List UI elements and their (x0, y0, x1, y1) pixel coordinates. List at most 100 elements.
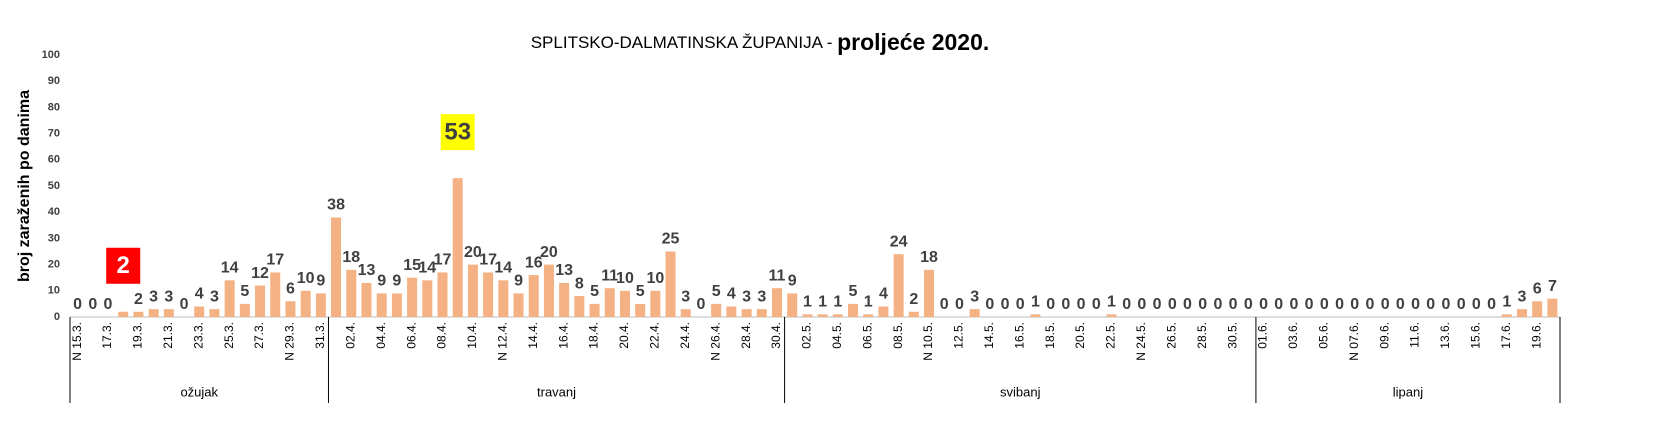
x-tick-label: 10.4. (465, 322, 479, 349)
bar (619, 290, 630, 317)
value-label: 1 (1107, 294, 1116, 311)
bar (361, 282, 372, 317)
value-label: 0 (1365, 296, 1374, 313)
bar (878, 306, 889, 317)
value-label: 13 (555, 262, 573, 279)
group-label: ožujak (180, 384, 218, 399)
value-label: 0 (1001, 296, 1010, 313)
value-label: 0 (1381, 296, 1390, 313)
bar (817, 314, 828, 317)
value-label: 6 (1533, 280, 1542, 297)
value-label: 0 (1350, 296, 1359, 313)
x-tick-label: 21.3. (161, 322, 175, 349)
value-label: 18 (920, 249, 938, 266)
bar (604, 288, 615, 317)
bar (802, 314, 813, 317)
bar (559, 282, 570, 317)
value-label: 9 (788, 273, 797, 290)
value-label: 38 (327, 197, 345, 214)
bar (680, 309, 691, 317)
x-tick-label: 19.6. (1529, 322, 1543, 349)
value-label: 0 (1320, 296, 1329, 313)
value-label: 4 (879, 286, 888, 303)
bar (239, 303, 250, 317)
value-label: 14 (494, 260, 512, 277)
value-label: 15 (403, 257, 421, 274)
x-tick-label: N 12.4. (495, 322, 509, 361)
value-label: 3 (757, 288, 766, 305)
x-tick-label: 28.4. (739, 322, 753, 349)
y-axis-label: broj zaraženih po danima (16, 90, 33, 282)
y-tick-label: 60 (48, 154, 60, 166)
value-label: 5 (590, 283, 599, 300)
bar (300, 290, 311, 317)
bar (924, 269, 935, 317)
value-label: 0 (180, 296, 189, 313)
x-tick-label: 20.5. (1073, 322, 1087, 349)
x-tick-label: 17.6. (1499, 322, 1513, 349)
value-label: 3 (164, 288, 173, 305)
value-label: 3 (210, 288, 219, 305)
value-label: 0 (1198, 296, 1207, 313)
x-tick-label: 20.4. (617, 322, 631, 349)
value-label: 0 (1472, 296, 1481, 313)
value-label: 0 (1426, 296, 1435, 313)
bar (574, 296, 585, 317)
bar (848, 303, 859, 317)
value-label: 7 (1548, 278, 1557, 295)
x-tick-label: 23.3. (191, 322, 205, 349)
value-label: 10 (646, 270, 664, 287)
bar (528, 275, 539, 317)
y-tick-label: 70 (48, 128, 60, 140)
value-label: 9 (392, 273, 401, 290)
x-tick-label: 18.5. (1043, 322, 1057, 349)
value-label: 24 (890, 233, 908, 250)
value-label: 9 (377, 273, 386, 290)
bar (346, 269, 357, 317)
value-label: 3 (1518, 288, 1527, 305)
x-tick-label: 24.4. (678, 322, 692, 349)
value-label: 1 (1031, 294, 1040, 311)
value-label: 53 (444, 118, 471, 145)
x-tick-label: 05.6. (1317, 322, 1331, 349)
x-tick-label: 15.6. (1469, 322, 1483, 349)
value-label: 0 (1442, 296, 1451, 313)
bar (467, 264, 478, 317)
value-label: 3 (970, 288, 979, 305)
x-tick-label: 06.5. (860, 322, 874, 349)
bar (498, 280, 509, 317)
value-label: 20 (464, 244, 482, 261)
value-label: 0 (104, 296, 113, 313)
y-tick-label: 90 (48, 75, 60, 87)
value-label: 0 (1046, 296, 1055, 313)
bar (893, 254, 904, 317)
value-label: 17 (266, 252, 284, 269)
bar (1532, 301, 1543, 317)
value-label: 0 (697, 296, 706, 313)
value-label: 0 (1244, 296, 1253, 313)
x-tick-label: 08.5. (891, 322, 905, 349)
bar (255, 285, 266, 317)
bar (635, 303, 646, 317)
value-label: 3 (149, 288, 158, 305)
value-label: 0 (1289, 296, 1298, 313)
x-tick-label: N 26.4. (708, 322, 722, 361)
group-label: svibanj (1000, 384, 1041, 399)
x-tick-label: 14.5. (982, 322, 996, 349)
x-tick-label: 30.5. (1225, 322, 1239, 349)
value-label: 4 (727, 286, 736, 303)
value-label: 0 (1259, 296, 1268, 313)
value-label: 0 (1487, 296, 1496, 313)
bar (452, 178, 463, 317)
bar (376, 293, 387, 317)
bar (331, 217, 342, 317)
x-tick-label: 18.4. (587, 322, 601, 349)
value-label: 0 (955, 296, 964, 313)
value-label: 0 (1016, 296, 1025, 313)
value-label: 0 (1229, 296, 1238, 313)
value-label: 1 (864, 294, 873, 311)
x-tick-label: 30.4. (769, 322, 783, 349)
bar (969, 309, 980, 317)
value-label: 9 (316, 273, 325, 290)
